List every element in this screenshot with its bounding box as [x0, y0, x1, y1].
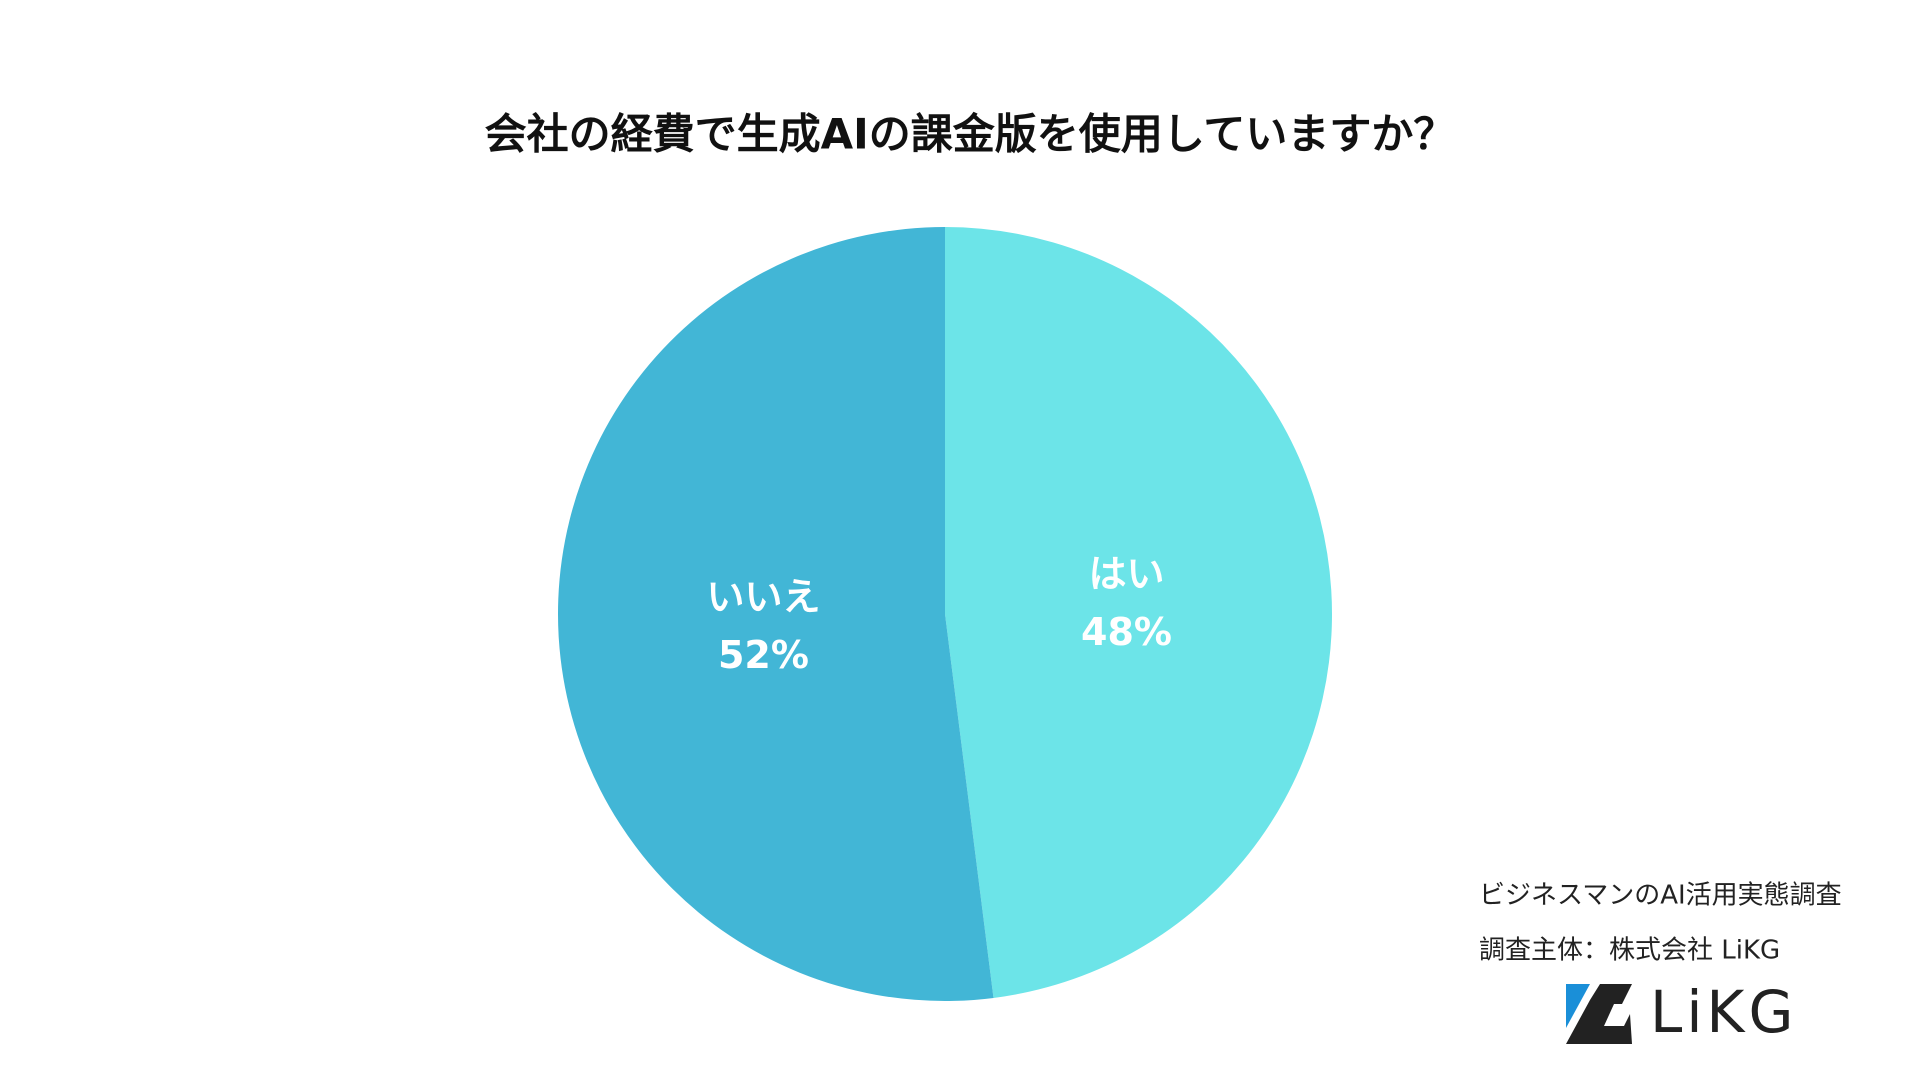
pie: はい 48% いいえ 52% — [557, 227, 1332, 1001]
chart-title: 会社の経費で生成AIの課金版を使用していますか？ — [485, 110, 1456, 159]
slice-label: いいえ — [706, 575, 820, 619]
survey-organizer: 調査主体：株式会社 LiKG — [1479, 936, 1780, 966]
pie-slice — [557, 227, 994, 1001]
logo-text: LiKG — [1650, 978, 1797, 1046]
slice-value-label: 48% — [1081, 610, 1172, 654]
pie-slice — [945, 227, 1332, 998]
logo-icon-black — [1566, 984, 1632, 1044]
survey-name: ビジネスマンのAI活用実態調査 — [1479, 881, 1842, 911]
logo-icon — [1566, 984, 1632, 1044]
slice-label: はい — [1089, 552, 1165, 596]
logo-icon-blue — [1566, 984, 1590, 1028]
slice-value-label: 52% — [718, 633, 809, 677]
